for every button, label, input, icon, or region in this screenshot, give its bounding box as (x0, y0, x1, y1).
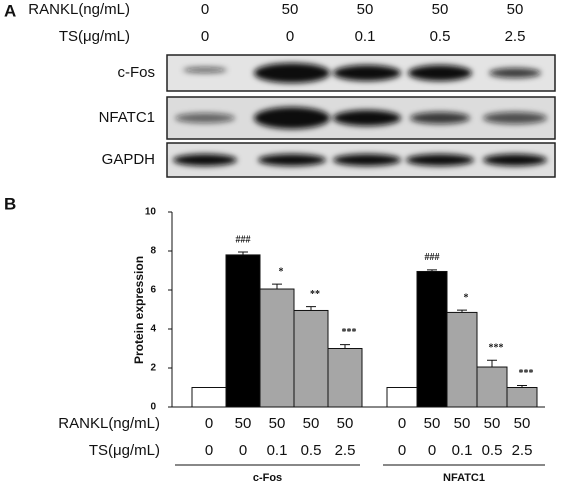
group-label: c-Fos (253, 472, 282, 484)
y-tick-label: 2 (150, 363, 156, 374)
lane-label: 50 (507, 1, 524, 18)
error-bar (272, 283, 282, 290)
bar (506, 387, 538, 408)
significance: ### (425, 252, 440, 263)
x-tick-label: 0 (205, 415, 213, 432)
x-tick-label: 0 (205, 442, 213, 459)
significance: *** (519, 368, 534, 379)
x-tick-label: 50 (484, 415, 501, 432)
significance: * (464, 292, 469, 303)
x-tick-label: 0.1 (452, 442, 473, 459)
panel-label: A (4, 1, 16, 20)
band-label: GAPDH (102, 151, 155, 168)
y-tick-label: 4 (150, 324, 156, 335)
x-tick-label: 0 (428, 442, 436, 459)
error-bar (457, 309, 467, 313)
x-tick-label: 0.1 (267, 442, 288, 459)
row-label: RANKL(ng/mL) (58, 415, 160, 432)
significance: ** (310, 289, 320, 300)
row-label: RANKL(ng/mL) (28, 1, 130, 18)
lane-label: 2.5 (505, 28, 526, 45)
band-label: NFATC1 (99, 109, 155, 126)
lane-label: 0.5 (430, 28, 451, 45)
error-bar (306, 306, 316, 311)
lane-label: 0 (286, 28, 294, 45)
x-tick-label: 50 (303, 415, 320, 432)
bar (446, 311, 478, 408)
lane-label: 0 (201, 1, 209, 18)
lane-label: 50 (282, 1, 299, 18)
blot-bands (173, 63, 547, 166)
lane-label: 50 (432, 1, 449, 18)
x-tick-label: 50 (269, 415, 286, 432)
bar (476, 366, 508, 408)
x-tick-label: 0.5 (301, 442, 322, 459)
x-tick-label: 2.5 (335, 442, 356, 459)
significance: *** (342, 327, 357, 338)
x-tick-label: 50 (514, 415, 531, 432)
y-axis-label: Protein expression (132, 256, 146, 364)
x-tick-label: 50 (235, 415, 252, 432)
bar (259, 288, 295, 408)
lane-label: 0 (201, 28, 209, 45)
error-bar (427, 269, 437, 272)
bar (327, 348, 363, 408)
x-tick-label: 50 (454, 415, 471, 432)
group-label: NFATC1 (443, 472, 485, 484)
row-label: TS(μg/mL) (59, 28, 130, 45)
band-label: c-Fos (118, 64, 156, 81)
significance: ### (236, 234, 251, 245)
panel-label: B (4, 194, 16, 213)
y-tick-label: 0 (150, 402, 156, 413)
significance: * (279, 266, 284, 277)
y-tick-label: 6 (150, 285, 156, 296)
error-bar (517, 385, 527, 388)
bar (225, 254, 261, 408)
bar (416, 270, 448, 408)
bar (293, 309, 329, 408)
x-tick-label: 0.5 (482, 442, 503, 459)
x-tick-label: 0 (398, 415, 406, 432)
x-tick-label: 50 (424, 415, 441, 432)
error-bar (487, 359, 497, 368)
bar (386, 387, 418, 408)
x-tick-label: 0 (398, 442, 406, 459)
bar (191, 387, 227, 408)
lane-label: 0.1 (355, 28, 376, 45)
y-tick-label: 10 (145, 207, 157, 218)
x-tick-label: 0 (239, 442, 247, 459)
lane-label: 50 (357, 1, 374, 18)
x-tick-label: 50 (337, 415, 354, 432)
y-tick-label: 8 (150, 246, 156, 257)
row-label: TS(μg/mL) (89, 442, 160, 459)
significance: *** (489, 342, 504, 353)
error-bar (340, 344, 350, 349)
error-bar (238, 251, 248, 255)
x-tick-label: 2.5 (512, 442, 533, 459)
